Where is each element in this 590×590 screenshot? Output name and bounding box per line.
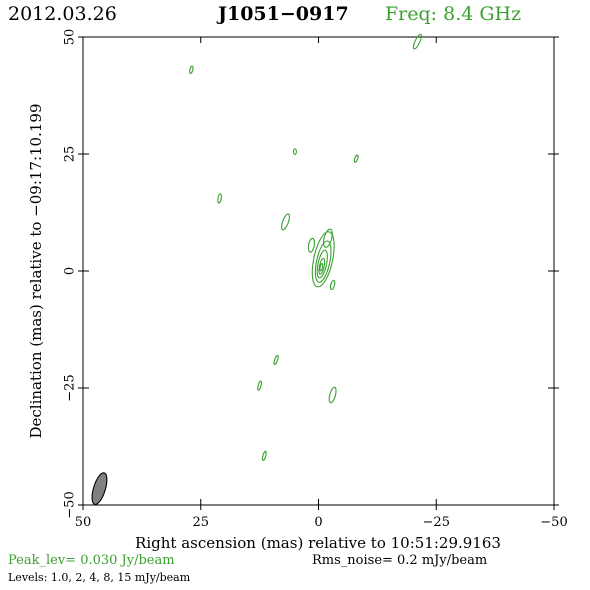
observation-date: 2012.03.26 [8,3,117,25]
x-tick-label: −25 [423,515,450,530]
rms-noise: Rms_noise= 0.2 mJy/beam [312,553,488,568]
contour-layer [91,33,422,505]
source-name: J1051−0917 [218,3,349,25]
x-tick-label: 0 [314,515,322,530]
y-tick-label: −50 [63,491,78,518]
frequency-label: Freq: 8.4 GHz [385,3,522,25]
x-axis-label: Right ascension (mas) relative to 10:51:… [135,534,501,552]
y-tick-label: 25 [63,146,78,163]
y-tick-label: 50 [63,29,78,46]
y-tick-label: 0 [63,267,78,275]
core-contour [311,231,335,288]
x-tick-label: 25 [192,515,209,530]
noise-contour [328,386,337,404]
core-contour [329,279,336,291]
y-axis-label: Declination (mas) relative to −09:17:10.… [27,103,45,438]
x-tick-label: 50 [75,515,92,530]
noise-contour [292,148,297,156]
noise-contour [281,213,290,231]
noise-contour [257,380,262,391]
core-contour [322,228,333,248]
noise-contour [412,33,422,50]
core-contour [314,240,332,283]
x-tick-label: −50 [540,515,567,530]
noise-contour [217,193,222,204]
noise-contour [261,450,267,461]
y-tick-label: −25 [63,374,78,401]
peak-level: Peak_lev= 0.030 Jy/beam [8,553,175,568]
noise-contour [273,354,279,365]
core-contour [307,237,316,253]
noise-contour [189,65,194,74]
core-contour [318,257,326,275]
axis-ticks [78,36,559,510]
beam-ellipse [91,472,108,505]
core-contour [316,249,328,279]
noise-contour [353,154,359,163]
contour-levels: Levels: 1.0, 2, 4, 8, 15 mJy/beam [8,571,191,584]
core-contour [319,263,324,272]
